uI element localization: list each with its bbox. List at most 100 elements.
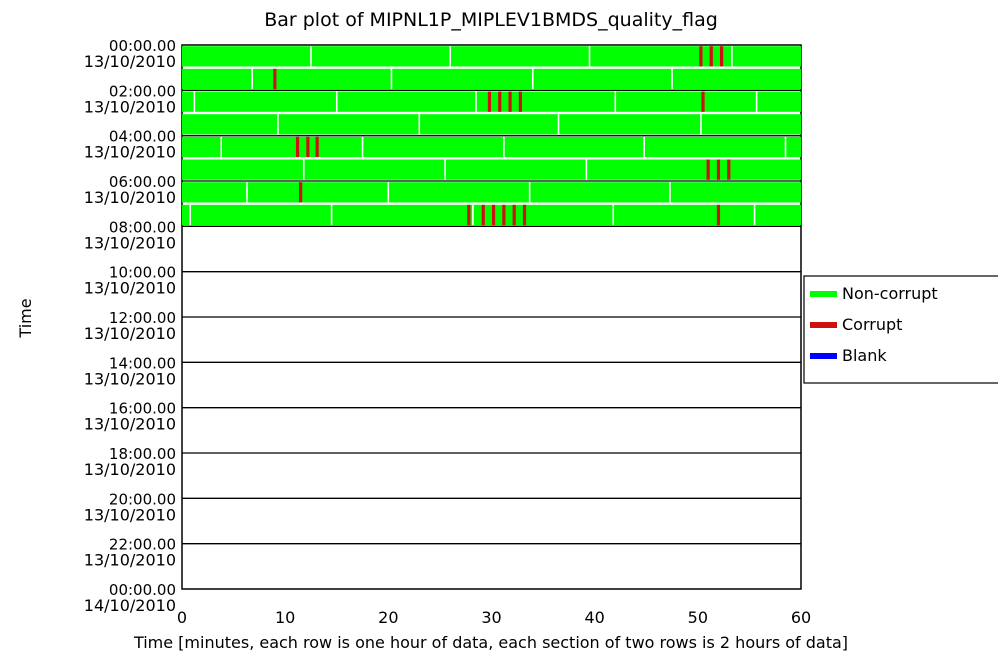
segment-gap bbox=[444, 159, 446, 180]
legend-label: Non-corrupt bbox=[842, 284, 938, 303]
corrupt-mark bbox=[716, 204, 721, 226]
segment-gap bbox=[700, 114, 702, 135]
segment-gap bbox=[246, 182, 248, 203]
corrupt-mark bbox=[467, 204, 471, 226]
segment-gap bbox=[330, 204, 333, 226]
segment-gap bbox=[531, 68, 534, 90]
segment-gap bbox=[755, 91, 758, 112]
data-row bbox=[182, 182, 801, 203]
non-corrupt-bar bbox=[182, 159, 801, 180]
segment-gap bbox=[671, 68, 673, 90]
chart-title: Bar plot of MIPNL1P_MIPLEV1BMDS_quality_… bbox=[264, 9, 718, 31]
y-tick-time: 08:00.00 bbox=[109, 218, 176, 236]
segment-gap bbox=[784, 136, 787, 158]
y-tick-time: 14:00.00 bbox=[109, 354, 176, 372]
legend: Non-corrupt Corrupt Blank bbox=[803, 275, 998, 384]
legend-swatch bbox=[810, 291, 837, 297]
segment-gap bbox=[585, 159, 588, 180]
y-tick-date: 13/10/2010 bbox=[84, 52, 176, 71]
segment-gap bbox=[731, 46, 733, 67]
segment-gap bbox=[503, 136, 505, 158]
legend-entry: Non-corrupt bbox=[810, 284, 938, 303]
segment-gap bbox=[472, 204, 474, 226]
y-tick-time: 16:00.00 bbox=[109, 400, 176, 418]
non-corrupt-bar bbox=[182, 136, 801, 158]
non-corrupt-bar bbox=[182, 68, 801, 90]
segment-gap bbox=[588, 46, 591, 67]
corrupt-mark bbox=[306, 136, 310, 158]
non-corrupt-bar bbox=[182, 46, 801, 67]
segment-gap bbox=[193, 91, 196, 112]
segment-gap bbox=[614, 91, 617, 112]
y-tick-date: 13/10/2010 bbox=[84, 188, 176, 207]
y-tick-date: 13/10/2010 bbox=[84, 369, 176, 388]
segment-gap bbox=[612, 204, 615, 226]
x-tick-label: 20 bbox=[378, 608, 398, 627]
corrupt-mark bbox=[512, 204, 516, 226]
y-tick-time: 00:00.00 bbox=[109, 37, 176, 55]
y-tick-date: 13/10/2010 bbox=[84, 97, 176, 116]
corrupt-mark bbox=[491, 204, 496, 226]
corrupt-mark bbox=[709, 46, 713, 67]
segment-gap bbox=[220, 136, 223, 158]
legend-entry: Corrupt bbox=[810, 315, 902, 334]
y-tick-date: 13/10/2010 bbox=[84, 233, 176, 252]
corrupt-mark bbox=[699, 46, 703, 67]
segment-gap bbox=[418, 114, 421, 135]
x-tick-labels: 0 10 20 30 40 50 60 bbox=[177, 608, 811, 627]
corrupt-mark bbox=[295, 136, 300, 158]
y-tick-date: 13/10/2010 bbox=[84, 324, 176, 343]
y-tick-date: 13/10/2010 bbox=[84, 415, 176, 434]
corrupt-mark bbox=[502, 204, 506, 226]
corrupt-mark bbox=[273, 68, 277, 90]
data-row bbox=[182, 114, 801, 135]
non-corrupt-bar bbox=[182, 114, 801, 135]
corrupt-mark bbox=[522, 204, 527, 226]
corrupt-mark bbox=[315, 136, 319, 158]
segment-gap bbox=[753, 204, 756, 226]
y-tick-time: 20:00.00 bbox=[109, 490, 176, 508]
section-separators bbox=[182, 89, 801, 545]
data-row bbox=[182, 204, 801, 226]
segment-gap bbox=[189, 204, 192, 226]
x-tick-label: 50 bbox=[688, 608, 708, 627]
corrupt-mark bbox=[716, 159, 721, 180]
y-tick-time: 18:00.00 bbox=[109, 445, 176, 463]
y-tick-labels: 00:00.0013/10/201002:00.0013/10/201004:0… bbox=[84, 37, 176, 615]
corrupt-mark bbox=[518, 91, 522, 112]
data-row bbox=[182, 46, 801, 67]
corrupt-mark bbox=[481, 204, 485, 226]
corrupt-mark bbox=[719, 46, 724, 67]
y-tick-time: 06:00.00 bbox=[109, 173, 176, 191]
x-tick-label: 60 bbox=[791, 608, 811, 627]
y-tick-date: 13/10/2010 bbox=[84, 551, 176, 570]
y-tick-time: 22:00.00 bbox=[109, 536, 176, 554]
legend-label: Corrupt bbox=[842, 315, 902, 334]
segment-gap bbox=[387, 182, 390, 203]
rows-layer bbox=[182, 46, 801, 226]
corrupt-mark bbox=[487, 91, 492, 112]
segment-gap bbox=[528, 182, 531, 203]
y-tick-date: 13/10/2010 bbox=[84, 505, 176, 524]
data-row bbox=[182, 91, 801, 112]
corrupt-mark bbox=[701, 91, 705, 112]
segment-gap bbox=[251, 68, 253, 90]
segment-gap bbox=[390, 68, 393, 90]
corrupt-mark bbox=[706, 159, 710, 180]
data-row bbox=[182, 136, 801, 158]
segment-gap bbox=[557, 114, 560, 135]
segment-gap bbox=[302, 159, 305, 180]
x-tick-label: 30 bbox=[481, 608, 501, 627]
y-tick-date: 13/10/2010 bbox=[84, 279, 176, 298]
non-corrupt-bar bbox=[182, 91, 801, 112]
non-corrupt-bar bbox=[182, 182, 801, 203]
y-tick-time: 00:00.00 bbox=[109, 581, 176, 599]
segment-gap bbox=[335, 91, 338, 112]
segment-gap bbox=[449, 46, 452, 67]
data-row bbox=[182, 68, 801, 90]
y-tick-time: 12:00.00 bbox=[109, 309, 176, 327]
corrupt-mark bbox=[498, 91, 502, 112]
legend-swatch bbox=[810, 353, 837, 359]
data-row bbox=[182, 159, 801, 180]
